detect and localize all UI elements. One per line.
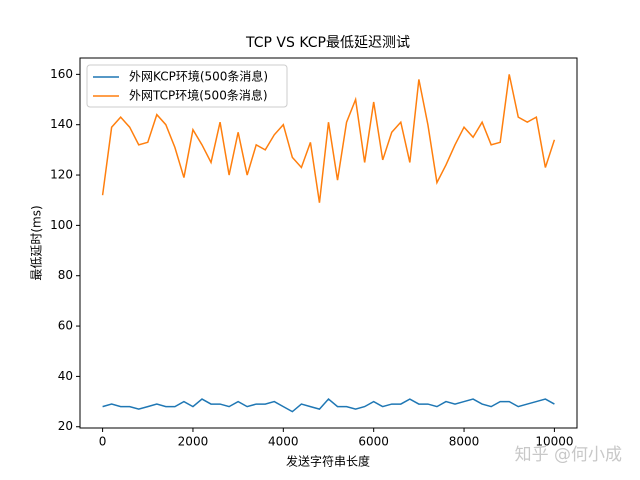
y-tick-label: 120 xyxy=(50,168,73,182)
y-tick-label: 80 xyxy=(58,268,73,282)
series-line xyxy=(101,74,556,203)
x-tick-label: 0 xyxy=(99,435,107,449)
y-tick-label: 100 xyxy=(50,218,73,232)
x-axis-label: 发送字符串长度 xyxy=(286,454,370,469)
x-tick-label: 2000 xyxy=(178,435,209,449)
x-tick-label: 4000 xyxy=(268,435,299,449)
watermark: 知乎 @何小成 xyxy=(515,445,622,465)
legend-box xyxy=(86,64,288,108)
x-tick-label: 8000 xyxy=(449,435,480,449)
y-tick-label: 40 xyxy=(58,369,73,383)
y-tick-label: 20 xyxy=(58,419,73,433)
x-tick-label: 6000 xyxy=(358,435,389,449)
y-tick-label: 160 xyxy=(50,67,73,81)
plot-frame xyxy=(79,57,578,429)
y-tick-label: 140 xyxy=(50,117,73,131)
chart-title: TCP VS KCP最低延迟测试 xyxy=(245,35,410,51)
series-line xyxy=(102,398,555,413)
y-axis-label: 最低延时(ms) xyxy=(30,205,44,280)
x-tick-label: 10000 xyxy=(535,435,573,449)
legend-label: 外网TCP环境(500条消息) xyxy=(129,88,268,103)
y-tick-label: 60 xyxy=(58,319,73,333)
legend-label: 外网KCP环境(500条消息) xyxy=(129,69,268,84)
